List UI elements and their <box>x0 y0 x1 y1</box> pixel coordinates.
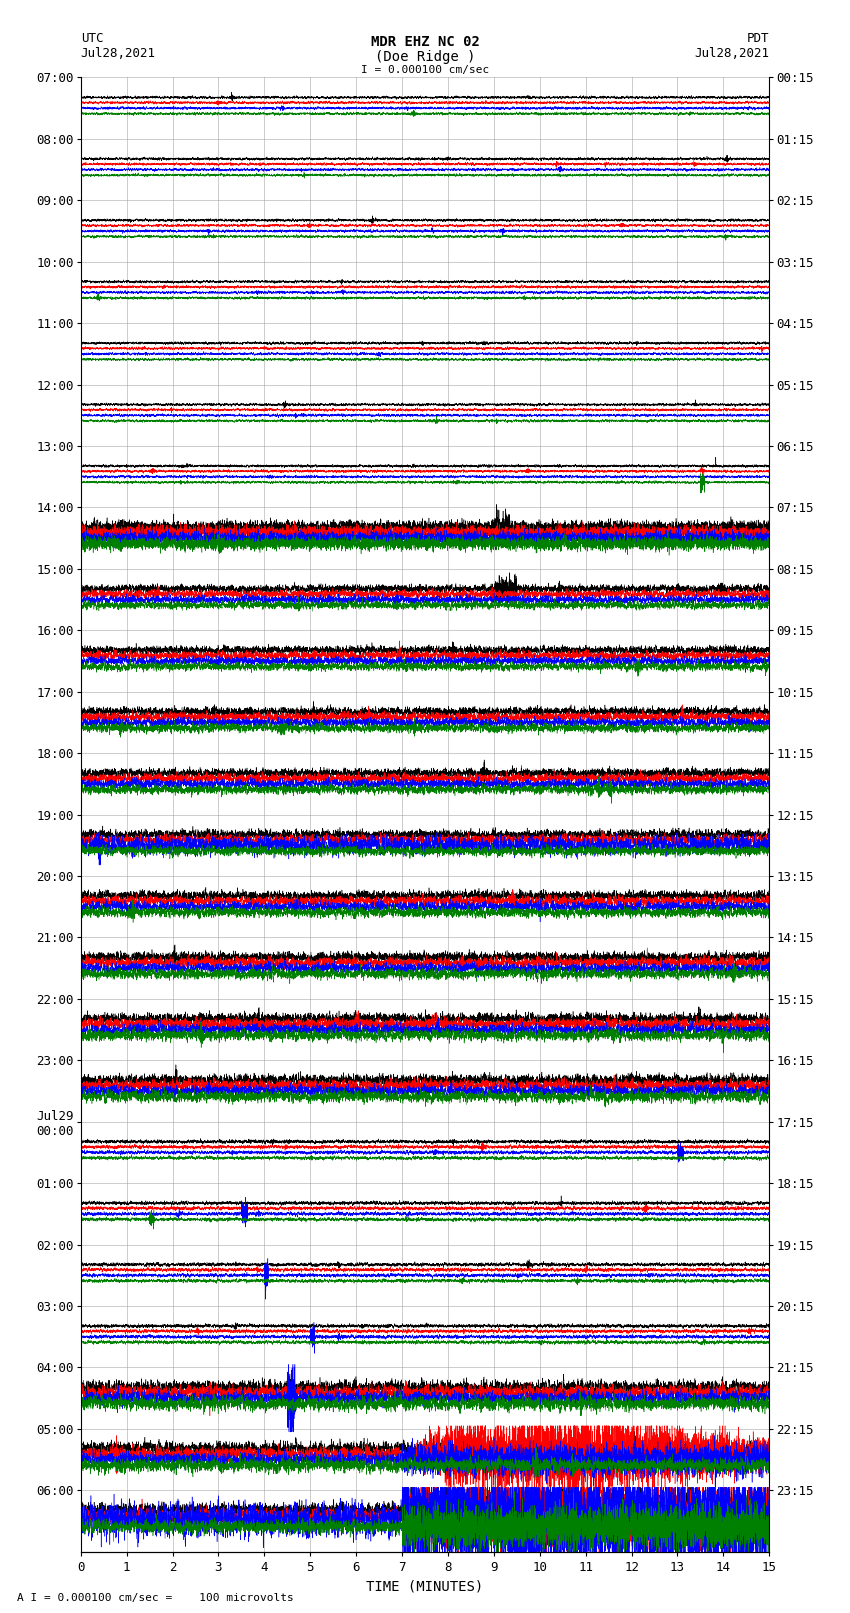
Text: A I = 0.000100 cm/sec =    100 microvolts: A I = 0.000100 cm/sec = 100 microvolts <box>17 1594 294 1603</box>
Text: UTC: UTC <box>81 32 103 45</box>
X-axis label: TIME (MINUTES): TIME (MINUTES) <box>366 1579 484 1594</box>
Text: Jul28,2021: Jul28,2021 <box>694 47 769 60</box>
Text: MDR EHZ NC 02: MDR EHZ NC 02 <box>371 35 479 50</box>
Text: PDT: PDT <box>747 32 769 45</box>
Text: Jul28,2021: Jul28,2021 <box>81 47 156 60</box>
Text: I = 0.000100 cm/sec: I = 0.000100 cm/sec <box>361 65 489 74</box>
Text: (Doe Ridge ): (Doe Ridge ) <box>375 50 475 65</box>
